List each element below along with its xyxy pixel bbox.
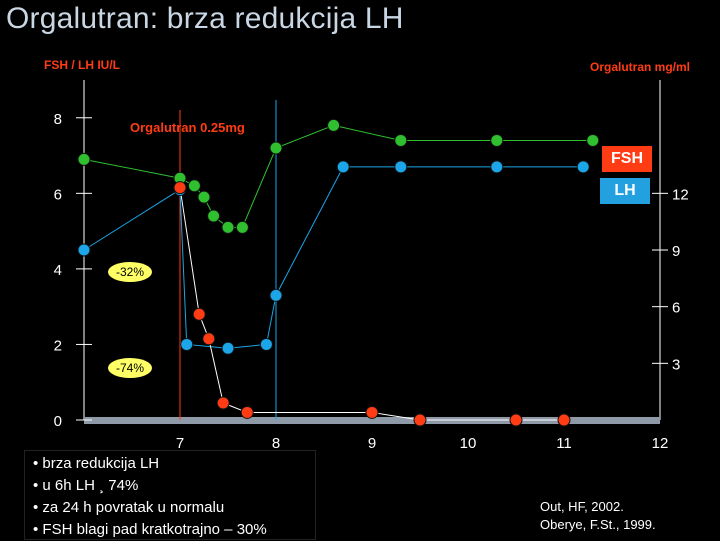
y2-tick-label: 9 xyxy=(672,243,680,260)
fsh-point xyxy=(586,133,600,147)
y-tick-label: 6 xyxy=(54,186,62,203)
orgalutran-point xyxy=(413,413,427,427)
y-tick-label: 2 xyxy=(54,337,62,354)
x-tick-label: 9 xyxy=(368,435,376,452)
x-tick-label: 7 xyxy=(176,435,184,452)
orgalutran-point xyxy=(202,332,216,346)
lh-point xyxy=(180,337,194,351)
y2-tick-label: 6 xyxy=(672,300,680,317)
fsh-legend-box: FSH xyxy=(602,146,652,172)
orgalutran-point xyxy=(173,181,187,195)
fsh-point xyxy=(269,141,283,155)
orgalutran-point xyxy=(365,405,379,419)
orgalutran-point xyxy=(240,405,254,419)
x-tick-label: 8 xyxy=(272,435,280,452)
lh-point xyxy=(576,160,590,174)
bullet-item: za 24 h povratak u normalu xyxy=(33,497,315,519)
fsh-point xyxy=(207,209,221,223)
lh-point xyxy=(77,243,91,257)
lh-point xyxy=(269,288,283,302)
dose-annotation: Orgalutran 0.25mg xyxy=(130,120,245,135)
references: Out, HF, 2002. Oberye, F.St., 1999. xyxy=(540,498,656,534)
y-tick-label: 0 xyxy=(54,413,62,430)
lh-point xyxy=(336,160,350,174)
fsh-point xyxy=(394,133,408,147)
orgalutran-point xyxy=(216,396,230,410)
fsh-point xyxy=(490,133,504,147)
lh-point xyxy=(221,341,235,355)
y-tick-label: 8 xyxy=(54,111,62,128)
lh-drop-percent: -74% xyxy=(108,358,153,378)
x-tick-label: 11 xyxy=(556,435,572,452)
bullet-item: brza redukcija LH xyxy=(33,453,315,475)
fsh-point xyxy=(235,220,249,234)
summary-bullets: brza redukcija LH u 6h LH ¸ 74% za 24 h … xyxy=(24,450,316,540)
fsh-point xyxy=(187,179,201,193)
fsh-point xyxy=(77,152,91,166)
lh-point xyxy=(490,160,504,174)
orgalutran-series-line xyxy=(179,187,564,421)
y2-tick-label: 3 xyxy=(672,356,680,373)
reference-line: Oberye, F.St., 1999. xyxy=(540,517,656,532)
right-axis-label: Orgalutran mg/ml xyxy=(590,60,691,74)
bullet-item: FSH blagi pad kratkotrajno – 30% xyxy=(33,519,315,541)
x-axis-bar xyxy=(84,417,660,424)
fsh-drop-percent: -32% xyxy=(108,262,153,282)
orgalutran-point xyxy=(509,413,523,427)
reference-line: Out, HF, 2002. xyxy=(540,499,624,514)
x-tick-label: 12 xyxy=(652,435,669,452)
lh-point xyxy=(259,337,273,351)
lh-series-line xyxy=(83,166,584,349)
left-axis-label: FSH / LH IU/L xyxy=(44,58,120,72)
x-tick-label: 10 xyxy=(460,435,477,452)
orgalutran-point xyxy=(557,413,571,427)
bullet-item: u 6h LH ¸ 74% xyxy=(33,475,315,497)
fsh-point xyxy=(327,118,341,132)
fsh-point xyxy=(197,190,211,204)
y2-tick-label: 12 xyxy=(672,186,689,203)
y-tick-label: 4 xyxy=(54,262,62,279)
fsh-point xyxy=(221,220,235,234)
orgalutran-point xyxy=(192,307,206,321)
lh-legend-box: LH xyxy=(600,178,650,204)
lh-point xyxy=(394,160,408,174)
page-title: Orgalutran: brza redukcija LH xyxy=(6,2,404,35)
